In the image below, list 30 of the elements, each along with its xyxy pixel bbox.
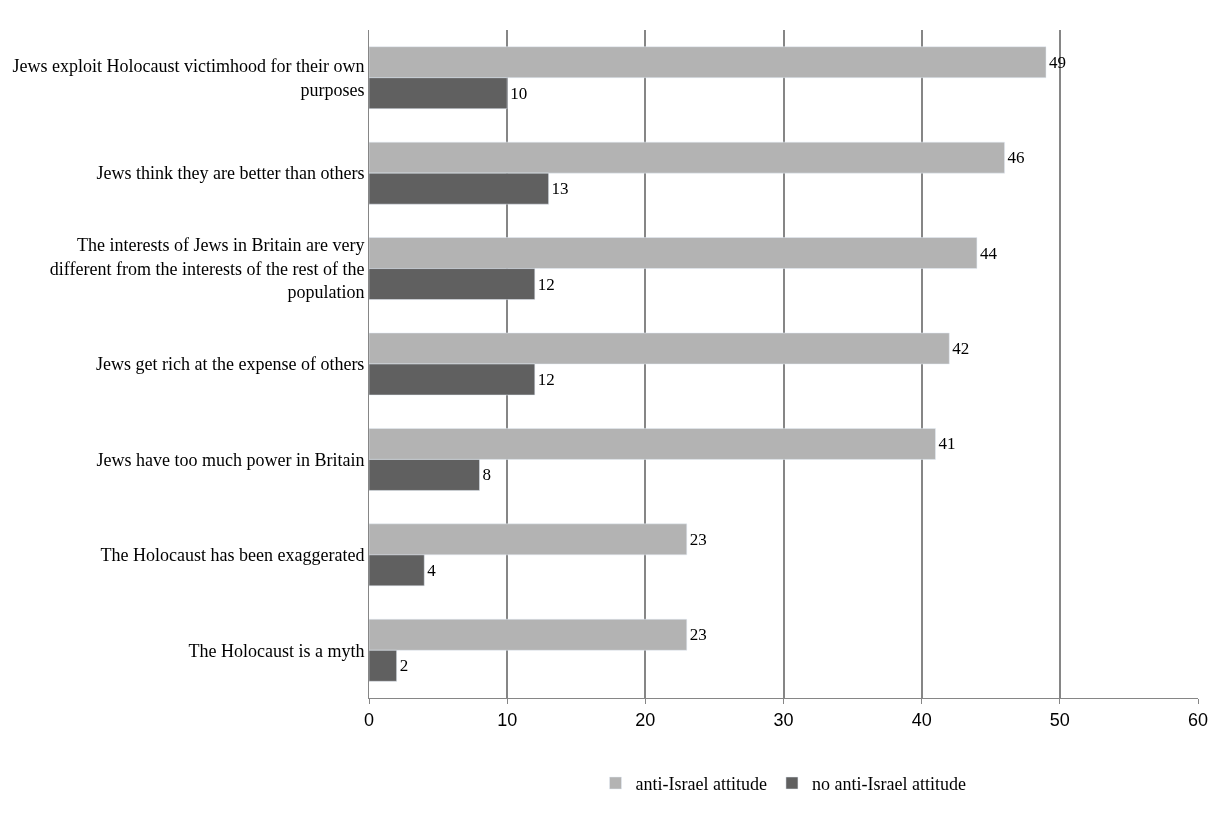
data-label: 49 <box>1049 52 1067 72</box>
y-tick-label: The interests of Jews in Britain are very different from the interests of the rest of the population <box>49 235 365 303</box>
x-tick-label: 40 <box>911 709 932 730</box>
data-label: 12 <box>537 370 555 390</box>
x-tick-label: 30 <box>773 709 794 730</box>
data-label: 23 <box>689 625 707 645</box>
x-tick-label: 10 <box>497 709 518 730</box>
y-tick-label: The Holocaust has been exaggerated <box>100 545 365 566</box>
data-label: 8 <box>482 465 492 485</box>
data-label: 46 <box>1007 148 1025 168</box>
x-tick-label: 0 <box>363 709 375 730</box>
data-label: 44 <box>979 243 998 263</box>
data-label: 41 <box>938 434 956 454</box>
y-tick-label: The Holocaust is a myth <box>188 640 365 661</box>
legend-label: anti-Israel attitude <box>635 774 767 795</box>
y-tick-label: Jews have too much power in Britain <box>96 449 365 470</box>
data-label: 23 <box>689 529 707 549</box>
y-tick-label: Jews get rich at the expense of others <box>95 354 365 375</box>
x-tick-label: 50 <box>1049 709 1070 730</box>
x-tick-label: 60 <box>1187 709 1209 730</box>
data-label: 42 <box>952 338 970 358</box>
data-label: 13 <box>551 179 569 199</box>
data-label: 2 <box>399 656 409 676</box>
y-tick-label: Jews exploit Holocaust victimhood for their own purposes <box>12 56 365 100</box>
data-label: 10 <box>510 83 528 103</box>
data-label: 4 <box>427 560 437 580</box>
legend-label: no anti-Israel attitude <box>811 774 966 795</box>
y-tick-label: Jews think they are better than others <box>96 163 365 184</box>
data-label: 12 <box>537 274 555 294</box>
x-tick-label: 20 <box>635 709 656 730</box>
